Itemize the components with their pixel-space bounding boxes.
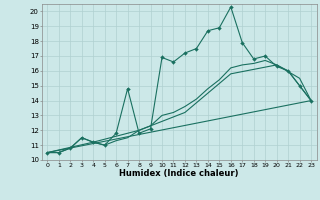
X-axis label: Humidex (Indice chaleur): Humidex (Indice chaleur) — [119, 169, 239, 178]
